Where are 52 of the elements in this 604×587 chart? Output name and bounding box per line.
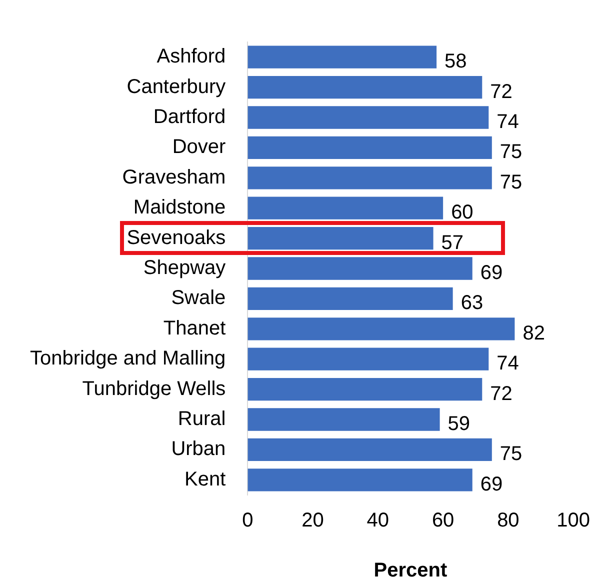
data-label: 69 bbox=[480, 262, 503, 284]
bar bbox=[248, 106, 489, 129]
y-tick-label: Sevenoaks bbox=[126, 226, 226, 249]
x-tick-label: 40 bbox=[366, 510, 390, 532]
data-label: 60 bbox=[451, 202, 474, 224]
bar bbox=[248, 257, 472, 280]
y-tick-label: Maidstone bbox=[133, 196, 226, 219]
bar bbox=[248, 76, 482, 99]
data-label: 58 bbox=[444, 50, 467, 73]
y-tick-label: Shepway bbox=[143, 257, 226, 280]
data-label: 75 bbox=[500, 171, 522, 194]
data-label: 72 bbox=[490, 382, 512, 405]
y-tick-label: Urban bbox=[171, 438, 226, 460]
data-label: 74 bbox=[496, 352, 519, 375]
data-label: 75 bbox=[500, 443, 522, 466]
bar bbox=[248, 378, 482, 401]
data-label: 63 bbox=[460, 292, 484, 314]
data-label: 82 bbox=[522, 322, 545, 344]
bar bbox=[248, 287, 453, 310]
data-label: 75 bbox=[500, 141, 522, 164]
y-tick-label: Tunbridge Wells bbox=[82, 378, 226, 400]
x-tick-label: 100 bbox=[556, 510, 590, 532]
y-tick-label: Dover bbox=[172, 136, 226, 158]
y-tick-label: Tonbridge and Malling bbox=[30, 348, 226, 370]
x-tick-label: 0 bbox=[242, 510, 254, 532]
data-label: 57 bbox=[441, 232, 464, 254]
x-tick-label: 80 bbox=[497, 510, 520, 532]
bar bbox=[248, 408, 440, 431]
y-tick-label: Canterbury bbox=[126, 76, 226, 98]
bar bbox=[248, 226, 434, 250]
data-label: 72 bbox=[490, 80, 512, 103]
x-tick-label: 20 bbox=[302, 510, 324, 532]
bar bbox=[248, 196, 444, 220]
bar bbox=[248, 438, 492, 462]
bar bbox=[248, 348, 489, 370]
bar bbox=[248, 318, 515, 340]
y-tick-label: Dartford bbox=[153, 106, 226, 128]
y-tick-label: Swale bbox=[171, 287, 226, 310]
y-tick-label: Thanet bbox=[163, 317, 226, 340]
y-tick-label: Kent bbox=[184, 468, 226, 490]
bar bbox=[248, 136, 492, 160]
x-axis-title: Percent bbox=[374, 560, 448, 582]
data-label: 59 bbox=[448, 413, 470, 436]
bar bbox=[248, 166, 492, 190]
y-tick-label: Gravesham bbox=[122, 166, 226, 188]
data-label: 69 bbox=[480, 473, 503, 496]
bar bbox=[248, 468, 472, 492]
data-label: 74 bbox=[496, 111, 519, 134]
y-tick-label: Ashford bbox=[156, 46, 226, 68]
x-tick-label: 60 bbox=[432, 510, 454, 532]
y-tick-label: Rural bbox=[178, 408, 226, 430]
bar bbox=[248, 46, 437, 68]
